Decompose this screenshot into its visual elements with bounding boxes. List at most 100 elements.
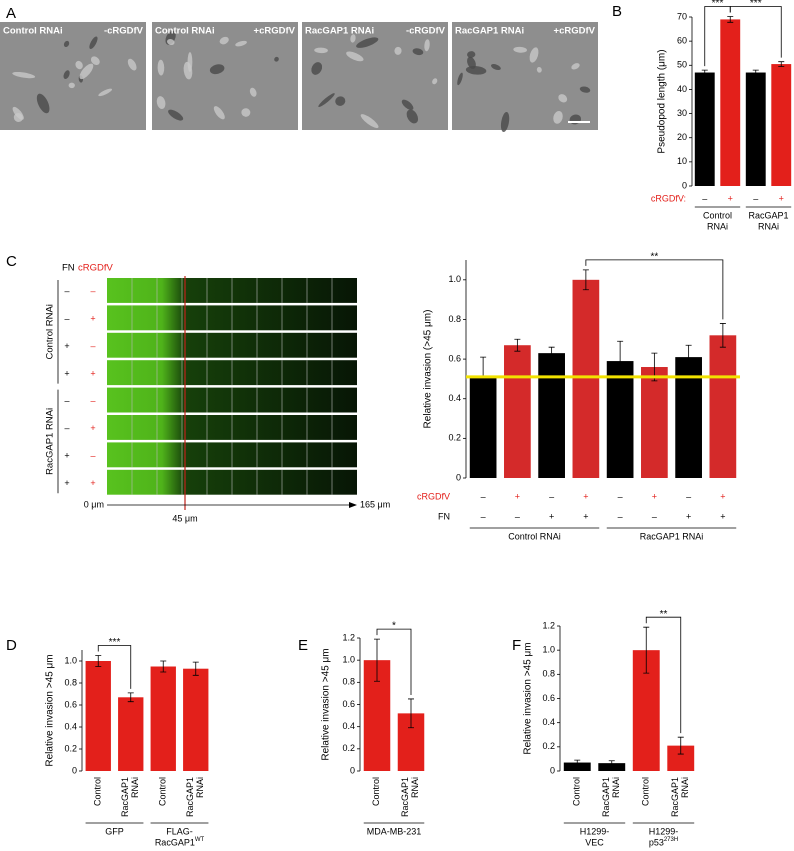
y-tick-label: 0.2	[448, 433, 461, 443]
image-label: +cRGDfV	[554, 26, 596, 37]
cell	[79, 63, 94, 80]
cell	[75, 60, 83, 70]
cell	[89, 36, 98, 50]
panel-letter: F	[512, 637, 521, 654]
condition-sign: –	[64, 286, 69, 296]
error-bar	[408, 698, 414, 729]
condition-sign: –	[90, 450, 95, 460]
group-label: RacGAP1	[748, 210, 788, 220]
bar	[183, 668, 209, 771]
cell	[412, 48, 424, 56]
bar	[641, 367, 668, 478]
cell	[529, 47, 539, 63]
error-bar	[582, 269, 589, 291]
bar	[563, 762, 591, 771]
bar	[538, 353, 565, 478]
error-bar	[192, 661, 199, 676]
cell	[500, 111, 510, 133]
condition-sign: –	[64, 423, 69, 433]
y-tick-label: 0.4	[542, 717, 555, 727]
condition-sign: +	[64, 341, 69, 351]
error-bar	[778, 61, 785, 67]
significance-bracket	[97, 645, 132, 689]
cell	[98, 88, 113, 97]
image-label: -cRGDfV	[406, 26, 446, 37]
column-label: cRGDfV	[78, 263, 114, 274]
micrograph	[452, 22, 598, 130]
significance-bracket	[729, 6, 782, 58]
cell	[63, 40, 70, 48]
error-bar	[643, 626, 650, 674]
error-bar	[548, 346, 555, 360]
group-label: RNAi	[758, 221, 779, 231]
bar	[598, 763, 626, 771]
y-tick-label: 0.2	[342, 743, 355, 753]
image-label: RacGAP1 RNAi	[455, 26, 524, 37]
y-tick-label: 0.2	[64, 743, 77, 753]
cell	[314, 47, 328, 54]
cell	[157, 59, 165, 76]
bar	[504, 345, 531, 478]
group-label: Control RNAi	[508, 531, 561, 541]
condition-sign: –	[702, 193, 707, 203]
condition-sign: +	[720, 511, 725, 521]
y-tick-label: 60	[677, 36, 687, 46]
x-tick-label: Control	[158, 777, 168, 806]
bar	[675, 357, 702, 478]
y-tick-label: 1.2	[342, 632, 355, 642]
condition-sign: +	[652, 491, 657, 501]
cell	[213, 106, 225, 120]
condition-name: FN	[438, 511, 450, 521]
error-bar	[95, 655, 102, 667]
axis-label: 45 μm	[172, 513, 197, 523]
cell	[235, 40, 247, 47]
x-tick-label: Control	[93, 777, 103, 806]
bar	[745, 72, 766, 186]
bar	[694, 72, 715, 186]
condition-sign: +	[90, 368, 95, 378]
bar	[709, 335, 737, 478]
group-label: FLAG-	[166, 826, 193, 836]
error-bar	[608, 760, 615, 766]
y-tick-label: 0.6	[64, 699, 77, 709]
panel-letter: D	[6, 637, 17, 654]
group-label: RacGAP1 RNAi	[640, 531, 704, 541]
y-tick-label: 0.8	[64, 677, 77, 687]
cell	[579, 86, 591, 93]
condition-name: cRGDfV:	[651, 193, 686, 203]
error-bar	[574, 759, 581, 766]
panel-letter: B	[612, 3, 622, 20]
y-tick-label: 70	[677, 11, 687, 21]
condition-sign: –	[652, 511, 657, 521]
cell	[318, 93, 335, 108]
significance-label: **	[660, 609, 668, 620]
y-tick-label: 0	[456, 472, 461, 482]
condition-sign: +	[583, 491, 588, 501]
cell	[168, 109, 184, 121]
group-label: Control	[703, 210, 732, 220]
condition-sign: +	[720, 491, 725, 501]
group-label: H1299-	[649, 826, 679, 836]
y-tick-label: 0	[350, 765, 355, 775]
error-bar	[374, 638, 380, 682]
error-bar	[719, 323, 726, 348]
bar	[85, 661, 111, 771]
condition-sign: –	[515, 511, 520, 521]
cell	[356, 37, 379, 48]
bar	[118, 697, 144, 771]
condition-sign: –	[753, 193, 758, 203]
y-tick-label: 0.6	[448, 353, 461, 363]
significance-label: ***	[712, 0, 724, 9]
group-label: p53273H	[649, 837, 678, 848]
cell	[90, 56, 100, 66]
x-tick-label: Control	[641, 777, 651, 806]
y-tick-label: 0.8	[448, 314, 461, 324]
y-tick-label: 0.2	[542, 741, 555, 751]
cell	[335, 96, 346, 106]
y-axis-label: Relative invasion >45 μm	[523, 642, 534, 754]
condition-sign: +	[90, 423, 95, 433]
condition-sign: –	[90, 286, 95, 296]
bar	[150, 666, 176, 771]
y-tick-label: 0.6	[542, 693, 555, 703]
